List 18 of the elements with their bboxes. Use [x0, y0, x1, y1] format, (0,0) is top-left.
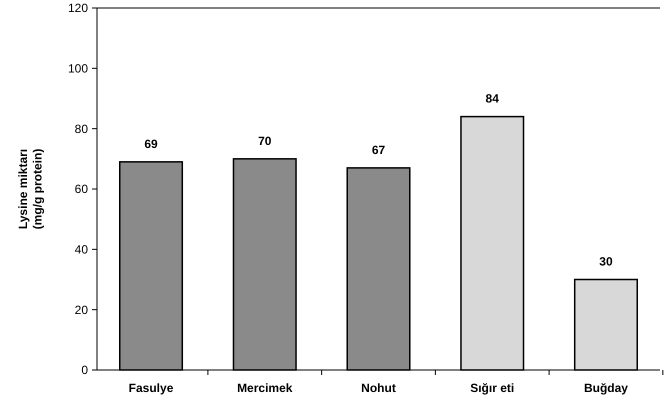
x-tick-label: Sığır eti [470, 381, 514, 395]
x-tick-label: Mercimek [237, 381, 293, 395]
data-label: 70 [258, 134, 272, 148]
data-label: 69 [144, 136, 158, 151]
y-tick-label: 100 [68, 62, 88, 76]
data-label: 84 [486, 92, 500, 106]
x-tick-label: Fasulye [128, 381, 174, 395]
y-tick-label: 80 [74, 122, 88, 136]
x-tick-label: Buğday [584, 381, 628, 395]
y-tick-label: 60 [74, 182, 88, 196]
y-axis-title: Lysine miktarı (mg/g protein) [16, 148, 44, 230]
x-tick-label: Nohut [361, 381, 396, 395]
data-label: 30 [599, 254, 613, 268]
y-tick-label: 120 [68, 1, 88, 16]
y-tick-label: 20 [74, 302, 88, 317]
data-label: 67 [372, 142, 386, 157]
y-tick-label: 0 [81, 363, 88, 378]
y-tick-label: 40 [74, 242, 88, 257]
